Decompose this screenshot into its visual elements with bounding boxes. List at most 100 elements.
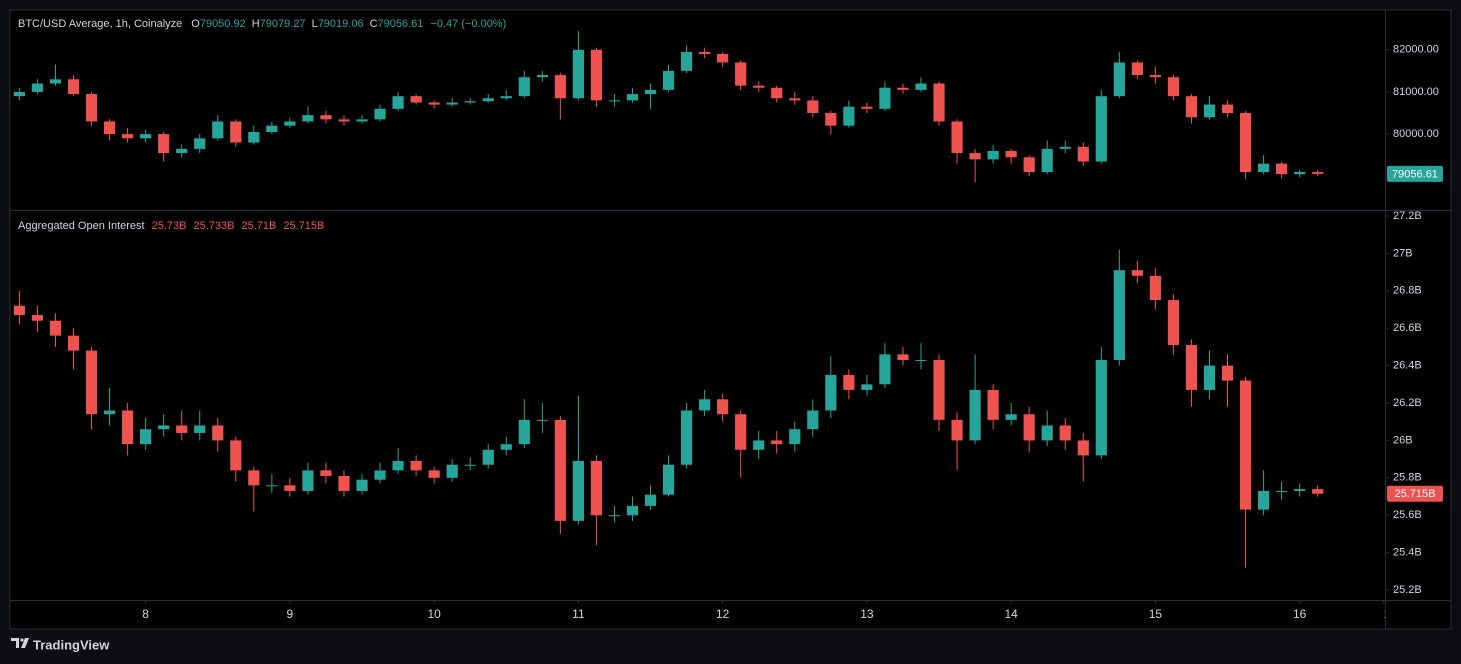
candle-body — [554, 75, 566, 99]
x-tick-label: 12 — [716, 607, 730, 621]
candle-body — [518, 419, 530, 445]
candle-body — [699, 51, 711, 55]
candle-body — [789, 98, 801, 101]
tradingview-logo[interactable]: TradingView — [11, 637, 110, 652]
candle-body — [85, 94, 98, 122]
legend-key: O — [191, 18, 200, 30]
plot-layer: 80000.0081000.0082000.0079056.61BTC/USD … — [13, 18, 1443, 621]
candle-body — [735, 62, 747, 86]
candle-body — [194, 425, 206, 433]
legend-title: BTC/USD Average, 1h, Coinalyze — [18, 18, 182, 30]
candle-body — [410, 461, 422, 471]
candle-body — [987, 150, 999, 160]
legend-key: C — [370, 18, 378, 30]
candle-body — [1221, 104, 1234, 114]
candle-body — [1059, 146, 1071, 149]
candle-body — [717, 54, 729, 63]
candle-body — [717, 399, 729, 415]
candle-body — [1257, 490, 1270, 510]
x-tick-label: 13 — [860, 607, 874, 621]
x-tick-label: 8 — [142, 607, 149, 621]
candle-body — [374, 108, 386, 120]
candles — [13, 249, 1324, 568]
candle-body — [158, 425, 170, 430]
candle-body — [825, 113, 837, 126]
candle-body — [753, 440, 765, 450]
legend-value: 25.71B — [241, 220, 276, 232]
candle-body — [140, 134, 152, 139]
candle-body — [31, 83, 44, 92]
candle-body — [951, 419, 963, 441]
candle-body — [771, 87, 783, 99]
candle-body — [176, 148, 188, 154]
y-tick-label: 27.2B — [1393, 210, 1422, 222]
candle-body — [230, 121, 242, 143]
candle-body — [13, 91, 26, 97]
last-value-label: 25.715B — [1395, 488, 1436, 500]
candle-body — [789, 429, 801, 445]
legend-value: 25.73B — [152, 220, 187, 232]
candle-body — [1131, 270, 1143, 276]
candle-body — [933, 359, 945, 420]
candle-body — [428, 470, 440, 478]
candle-body — [572, 49, 584, 99]
candle-body — [302, 470, 314, 491]
candle-body — [1294, 489, 1306, 491]
candle-body — [1131, 62, 1143, 76]
candle-body — [915, 359, 927, 361]
candle-body — [1312, 172, 1324, 174]
candle-body — [464, 464, 476, 466]
y-tick-label: 26.2B — [1393, 397, 1422, 409]
candle-body — [212, 121, 224, 139]
legend-title: Aggregated Open Interest — [18, 220, 145, 232]
candle-body — [49, 79, 62, 84]
x-tick-label: 10 — [427, 607, 441, 621]
candle-body — [464, 101, 476, 103]
candle-body — [861, 384, 873, 390]
candle-body — [356, 119, 368, 122]
candle-body — [699, 399, 711, 411]
candle-body — [1077, 440, 1089, 456]
candle-body — [608, 515, 621, 517]
candle-body — [536, 75, 548, 78]
candle-body — [1312, 489, 1324, 494]
candle-body — [122, 410, 134, 445]
candle-body — [1041, 148, 1053, 173]
candle-body — [320, 470, 332, 476]
candle-body — [500, 96, 512, 99]
candle-body — [1005, 414, 1017, 420]
candle-body — [590, 49, 603, 101]
candle-body — [103, 410, 116, 415]
candle-body — [807, 100, 819, 114]
candle-body — [1167, 77, 1180, 97]
candle-body — [987, 389, 999, 420]
candle-body — [320, 115, 332, 120]
candle-body — [1203, 104, 1216, 118]
candle-body — [1203, 365, 1216, 390]
y-tick-label: 80000.00 — [1393, 128, 1439, 140]
candle-body — [590, 461, 603, 516]
legend-key: H — [252, 18, 260, 30]
logo-dot — [20, 638, 24, 642]
candle-body — [572, 461, 584, 521]
legend-key: L — [312, 18, 318, 30]
candle-body — [31, 315, 44, 321]
candle-body — [1041, 425, 1053, 441]
logo-icon — [11, 638, 29, 648]
y-tick-label: 26.4B — [1393, 359, 1422, 371]
legend: Aggregated Open Interest 25.73B 25.733B 25.… — [18, 220, 324, 232]
candle-body — [67, 79, 80, 95]
legend-change: −0.47 (−0.00%) — [430, 18, 506, 30]
candle-body — [843, 106, 855, 126]
candle-body — [1113, 62, 1125, 97]
candle-body — [284, 121, 296, 126]
candle-body — [49, 320, 62, 336]
candle-body — [1221, 365, 1234, 381]
candle-body — [1239, 113, 1252, 173]
legend-value: 79019.06 — [318, 18, 364, 30]
candle-body — [338, 475, 350, 491]
candle-body — [1149, 275, 1161, 301]
candle-body — [644, 494, 657, 506]
